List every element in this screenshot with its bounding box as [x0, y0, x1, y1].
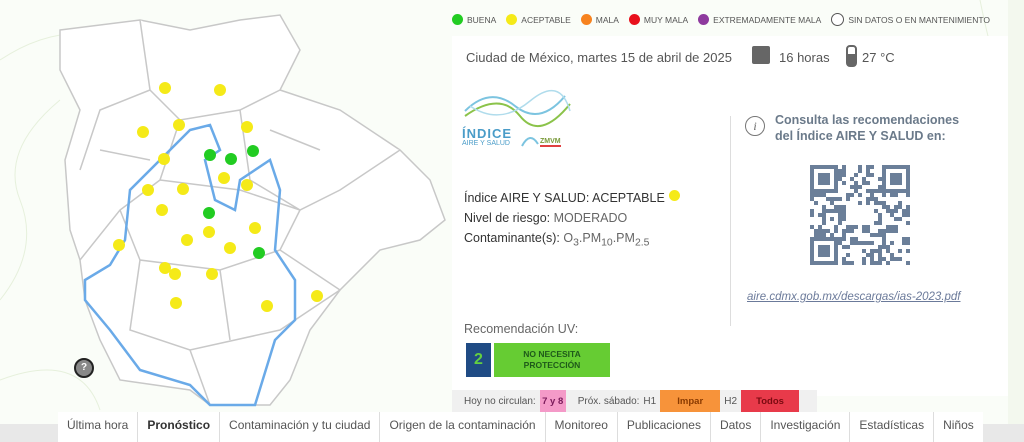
station-marker-aceptable[interactable] — [241, 121, 253, 133]
legend-dot-icon — [506, 14, 518, 25]
nav-item[interactable]: Investigación — [760, 412, 849, 442]
station-marker-aceptable[interactable] — [311, 290, 323, 302]
info-icon: i — [745, 116, 765, 136]
help-button[interactable]: ? — [74, 358, 94, 378]
legend-item: ACEPTABLE — [506, 14, 571, 25]
legend-label: MALA — [595, 14, 619, 25]
station-marker-aceptable[interactable] — [241, 179, 253, 191]
station-marker-aceptable[interactable] — [249, 222, 261, 234]
city-boundary — [83, 123, 297, 407]
station-marker-aceptable[interactable] — [173, 119, 185, 131]
station-marker-aceptable[interactable] — [218, 172, 230, 184]
divider — [730, 116, 731, 326]
station-marker-aceptable[interactable] — [203, 226, 215, 238]
cdmx-map[interactable] — [40, 10, 460, 410]
legend-label: BUENA — [467, 14, 497, 25]
legend-dot-icon — [628, 14, 640, 25]
legend: BUENA ACEPTABLE MALA MUY MALA EXTREMADAMENTE… — [452, 13, 990, 26]
nav-item[interactable]: Estadísticas — [849, 412, 933, 442]
pollutants-label: Contaminante(s): — [464, 231, 560, 245]
legend-label: MUY MALA — [643, 14, 689, 25]
station-marker-aceptable[interactable] — [113, 239, 125, 251]
station-marker-aceptable[interactable] — [214, 84, 226, 96]
logo-zmvm: ZMVM — [540, 138, 561, 147]
legend-item: MUY MALA — [628, 14, 689, 25]
legend-dot-icon — [831, 13, 845, 26]
saturday-label: Próx. sábado: — [577, 396, 640, 407]
station-marker-aceptable[interactable] — [170, 297, 182, 309]
h1-label: H1 — [643, 396, 657, 407]
station-marker-aceptable[interactable] — [158, 153, 170, 165]
uv-label: Recomendación UV: — [464, 322, 579, 336]
date-text: Ciudad de México, martes 15 de abril de … — [466, 50, 732, 65]
station-markers — [113, 82, 323, 312]
station-marker-aceptable[interactable] — [137, 126, 149, 138]
index-label: Índice AIRE Y SALUD: ACEPTABLE — [464, 191, 665, 205]
logo-text: ÍNDICE — [462, 126, 513, 141]
nav-item[interactable]: Datos — [709, 412, 760, 442]
hours-text: 16 horas — [779, 50, 830, 65]
legend-item: EXTREMADAMENTE MALA — [698, 14, 821, 25]
legend-item: MALA — [580, 14, 619, 25]
legend-label: ACEPTABLE — [521, 14, 571, 25]
thermometer-icon — [846, 45, 857, 67]
hnc-plates: 7 y 8 — [539, 390, 566, 413]
hoy-no-circula-bar: Hoy no circulan: 7 y 8 Próx. sábado: H1 … — [452, 390, 817, 413]
status-dot — [668, 190, 680, 201]
legend-label: SIN DATOS O EN MANTENIMIENTO — [848, 14, 990, 25]
qr-code[interactable] — [808, 163, 912, 267]
legend-item: SIN DATOS O EN MANTENIMIENTO — [831, 13, 990, 26]
h2-value: Todos — [741, 390, 800, 413]
nav-item[interactable]: Monitoreo — [544, 412, 617, 442]
station-marker-buena[interactable] — [247, 145, 259, 157]
uv-value: 2 — [466, 343, 491, 377]
right-edge — [1008, 0, 1024, 442]
nav-item[interactable]: Niños — [933, 412, 983, 442]
legend-dot-icon — [452, 14, 463, 25]
info-panel: Ciudad de México, martes 15 de abril de … — [452, 36, 1008, 396]
nav-item[interactable]: Pronóstico — [137, 412, 219, 442]
nav-item[interactable]: Última hora — [67, 418, 129, 432]
index-info: Índice AIRE Y SALUD: ACEPTABLE Nivel de … — [464, 188, 680, 254]
nav-item[interactable]: Origen de la contaminación — [379, 412, 544, 442]
risk-label: Nivel de riesgo: — [464, 211, 551, 225]
nav-item[interactable]: Contaminación y tu ciudad — [219, 412, 379, 442]
station-marker-aceptable[interactable] — [177, 183, 189, 195]
station-marker-buena[interactable] — [253, 247, 265, 259]
station-marker-aceptable[interactable] — [142, 184, 154, 196]
pollutants-value: O3.PM10.PM2.5 — [563, 231, 650, 249]
h2-label: H2 — [724, 396, 738, 407]
station-marker-aceptable[interactable] — [181, 234, 193, 246]
station-marker-aceptable[interactable] — [206, 268, 218, 280]
station-marker-buena[interactable] — [203, 207, 215, 219]
hnc-label: Hoy no circulan: — [464, 396, 536, 407]
station-marker-buena[interactable] — [225, 153, 237, 165]
legend-item: BUENA — [452, 14, 496, 25]
h1-value: Impar — [660, 390, 721, 413]
legend-label: EXTREMADAMENTE MALA — [713, 14, 822, 25]
temperature-text: 27 °C — [862, 50, 895, 65]
borough-outlines — [59, 14, 446, 406]
station-marker-aceptable[interactable] — [261, 300, 273, 312]
legend-dot-icon — [580, 14, 592, 25]
station-marker-aceptable[interactable] — [169, 268, 181, 280]
station-marker-aceptable[interactable] — [224, 242, 236, 254]
station-marker-buena[interactable] — [204, 149, 216, 161]
logo-subtext: AIRE Y SALUD — [462, 140, 510, 147]
consult-text: Consulta las recomendaciones del Índice … — [775, 113, 960, 143]
recommendations-link[interactable]: aire.cdmx.gob.mx/descargas/ias-2023.pdf — [747, 291, 961, 303]
uv-recommendation: NO NECESITA PROTECCIÓN — [494, 343, 610, 377]
legend-dot-icon — [698, 14, 710, 25]
clock-icon — [752, 46, 770, 64]
station-marker-aceptable[interactable] — [159, 82, 171, 94]
main-nav: Última hora Pronóstico Contaminación y tu … — [58, 412, 983, 442]
station-marker-aceptable[interactable] — [156, 204, 168, 216]
indice-aire-salud-logo: ÍNDICE AIRE Y SALUD ZMVM — [460, 86, 580, 161]
risk-value: MODERADO — [553, 211, 628, 225]
station-marker-aceptable[interactable] — [159, 262, 171, 274]
nav-item[interactable]: Publicaciones — [616, 412, 710, 442]
